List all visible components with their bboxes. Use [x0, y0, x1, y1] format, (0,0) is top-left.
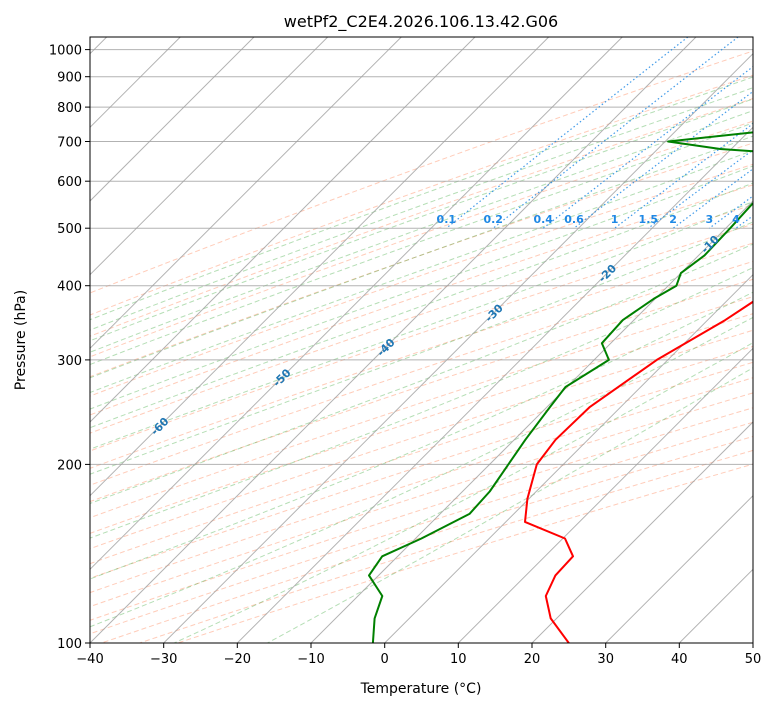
dry-adiabat-line [90, 392, 753, 608]
dry-adiabat-line [90, 361, 753, 579]
isotherm-line [90, 37, 697, 643]
y-tick-label: 200 [57, 458, 82, 473]
mixing-ratio-line [672, 168, 753, 229]
x-tick-label: 10 [450, 652, 467, 667]
dry-adiabat-line [90, 98, 753, 337]
mixing-ratio-label: 4 [732, 213, 740, 226]
isotherm-line [90, 37, 255, 202]
y-tick-label: 700 [57, 136, 82, 151]
y-tick-label: 800 [57, 101, 82, 116]
mixing-ratio-line [492, 37, 739, 229]
plot-frame [89, 36, 754, 644]
moist-adiabat-line [90, 182, 753, 429]
dry-adiabat-line [90, 377, 753, 594]
x-tick-label: 20 [524, 652, 541, 667]
x-tick-label: 0 [381, 652, 389, 667]
dry-adiabat-line [90, 278, 753, 503]
mixing-ratio-label: 0.4 [533, 213, 553, 226]
y-axis-label: Pressure (hPa) [13, 290, 29, 390]
dry-adiabat-line [90, 345, 753, 565]
moist-adiabat-line [90, 316, 753, 628]
isotherm-line [90, 37, 623, 571]
plot-area-background [90, 37, 753, 643]
mixing-ratio-label: 1 [611, 213, 619, 226]
mixing-ratio-label: 3 [705, 213, 713, 226]
x-tick-label: 30 [597, 652, 614, 667]
dry-adiabat-line [90, 184, 753, 416]
dry-adiabat-line [90, 296, 753, 519]
moist-adiabat-line [90, 243, 753, 505]
temperature-profile [524, 300, 753, 643]
mixing-ratio-label: 2 [669, 213, 677, 226]
moist-adiabat-line [90, 291, 753, 580]
y-tick-label: 600 [57, 175, 82, 190]
moist-adiabat-line [267, 367, 753, 643]
y-tick-label: 1000 [49, 44, 82, 59]
isotherm-line [90, 37, 329, 276]
y-tick-label: 100 [57, 637, 82, 652]
isotherm-line [384, 273, 753, 643]
y-tick-label: 400 [57, 280, 82, 295]
moist-adiabat-line [90, 201, 753, 450]
x-tick-label: 40 [671, 652, 688, 667]
dry-adiabat-line [90, 329, 753, 550]
dewpoint-profile [368, 131, 753, 643]
moist-adiabat-line [90, 149, 753, 394]
mixing-ratio-label: 0.2 [483, 213, 503, 226]
x-tick-label: 50 [745, 652, 762, 667]
dry-adiabat-line [90, 50, 753, 294]
dry-adiabat-line [90, 163, 753, 397]
isotherm-line [531, 421, 753, 643]
y-tick-label: 500 [57, 222, 82, 237]
isotherm-line [90, 37, 402, 350]
y-tick-label: 300 [57, 354, 82, 369]
isotherm-line [457, 347, 753, 643]
moist-adiabat-line [90, 98, 753, 342]
isotherm-line [236, 126, 753, 643]
mixing-ratio-label: 1.5 [639, 213, 659, 226]
mixing-ratio-label: 0.6 [564, 213, 584, 226]
isotherm-line [90, 37, 476, 423]
y-tick-label: 900 [57, 71, 82, 86]
mixing-ratio-line [542, 65, 753, 229]
moist-adiabat-line [90, 165, 753, 410]
x-tick-label: −30 [150, 652, 177, 667]
isotherm-line [90, 37, 550, 497]
x-axis-label: Temperature (°C) [360, 681, 482, 697]
dry-adiabat-line [90, 142, 753, 378]
x-tick-label: −20 [224, 652, 251, 667]
x-tick-label: −10 [297, 652, 324, 667]
mixing-ratio-line [573, 90, 753, 229]
isotherm-line [605, 494, 753, 643]
dry-adiabat-line [90, 313, 753, 534]
moist-adiabat-line [173, 342, 753, 643]
x-tick-label: −40 [76, 652, 103, 667]
mixing-ratio-label: 0.1 [437, 213, 457, 226]
isotherm-line [163, 52, 753, 643]
chart-title: wetPf2_C2E4.2026.106.13.42.G06 [284, 12, 558, 32]
